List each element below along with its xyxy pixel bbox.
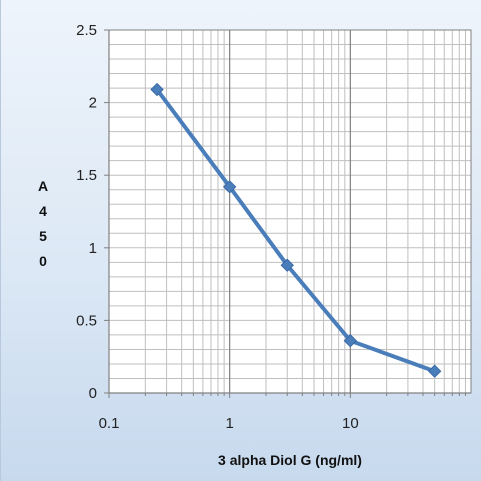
y-axis-title-char: A bbox=[38, 178, 48, 194]
grid-lines bbox=[109, 30, 471, 393]
x-tick-label: 10 bbox=[342, 415, 359, 432]
plot-area bbox=[109, 30, 471, 393]
data-point-marker bbox=[222, 180, 237, 194]
x-tick-label: 0.1 bbox=[99, 415, 120, 432]
y-axis-title-char: 5 bbox=[39, 228, 47, 244]
y-tick-label: 0.5 bbox=[76, 312, 97, 329]
y-tick-label: 1.5 bbox=[76, 167, 97, 184]
tick-labels: 0 0.5 1 1.5 2 2.5 0.1 1 10 bbox=[76, 22, 359, 432]
data-point-marker bbox=[280, 258, 294, 272]
data-point-marker bbox=[150, 82, 164, 97]
x-axis-title: 3 alpha Diol G (ng/ml) bbox=[218, 452, 362, 468]
y-axis-title-char: 0 bbox=[39, 253, 47, 269]
x-tick-label: 1 bbox=[225, 415, 233, 432]
y-tick-label: 2 bbox=[89, 95, 97, 112]
y-tick-label: 2.5 bbox=[76, 22, 97, 39]
data-point-marker bbox=[343, 334, 358, 348]
data-point-marker bbox=[427, 364, 442, 378]
y-tick-label: 0 bbox=[89, 385, 97, 402]
y-tick-label: 1 bbox=[89, 240, 97, 257]
y-axis-title: A 4 5 0 bbox=[38, 178, 48, 269]
axes bbox=[104, 29, 472, 398]
series-layer bbox=[150, 82, 442, 378]
y-axis-title-char: 4 bbox=[39, 203, 47, 219]
